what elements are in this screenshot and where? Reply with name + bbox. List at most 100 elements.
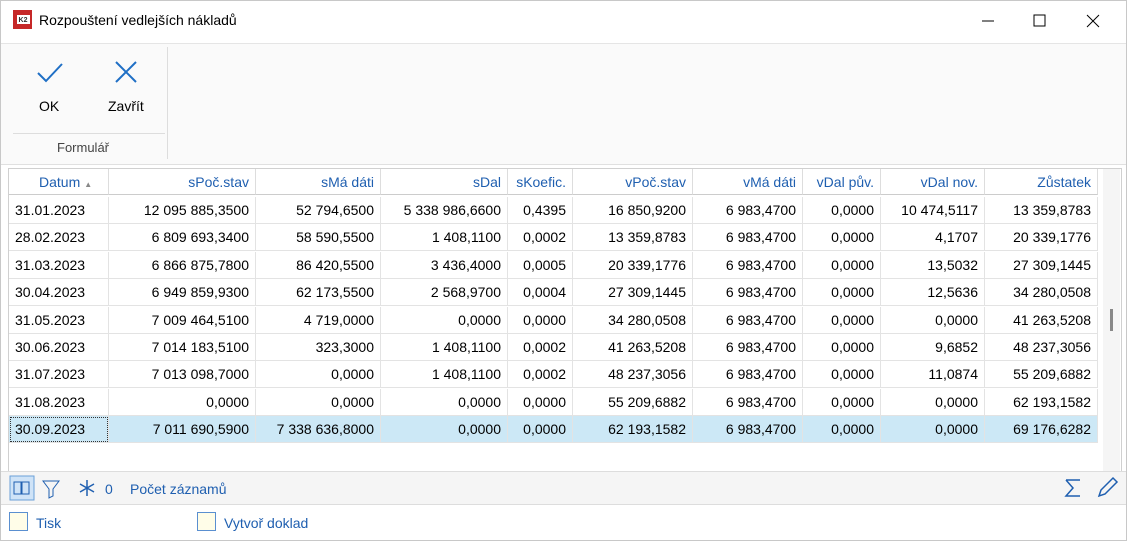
grid-cell[interactable]: 62 193,1582	[573, 416, 693, 444]
grid-cell[interactable]: 41 263,5208	[985, 306, 1098, 334]
grid-cell[interactable]: 0,0002	[508, 334, 573, 361]
column-header[interactable]: Zůstatek	[985, 169, 1098, 195]
grid-cell[interactable]: 69 176,6282	[985, 416, 1098, 444]
grid-cell[interactable]: 0,4395	[508, 197, 573, 224]
grid-cell[interactable]: 7 338 636,8000	[256, 416, 381, 444]
grid-cell[interactable]: 0,0000	[803, 306, 881, 334]
grid-cell[interactable]: 41 263,5208	[573, 334, 693, 361]
grid-cell[interactable]: 6 983,4700	[693, 279, 803, 307]
checkbox-label[interactable]: Tisk	[36, 515, 62, 531]
grid-cell[interactable]: 7 011 690,5900	[109, 416, 256, 444]
grid-cell[interactable]: 12 095 885,3500	[109, 197, 256, 224]
column-header[interactable]: Datum ▲	[9, 169, 109, 195]
scrollbar[interactable]	[1103, 169, 1120, 471]
column-header[interactable]: sKoefic.	[508, 169, 573, 195]
column-header[interactable]: sDal	[381, 169, 508, 195]
grid-cell[interactable]: 6 983,4700	[693, 224, 803, 252]
grid-cell[interactable]: 0,0000	[109, 388, 256, 416]
grid-cell[interactable]: 0,0002	[508, 224, 573, 252]
grid-cell[interactable]: 0,0000	[381, 416, 508, 444]
grid-cell[interactable]: 0,0005	[508, 251, 573, 279]
grid-cell[interactable]: 0,0000	[256, 388, 381, 416]
grid-cell[interactable]: 62 193,1582	[985, 388, 1098, 416]
grid-cell[interactable]: 55 209,6882	[985, 361, 1098, 389]
grid-cell[interactable]: 0,0000	[803, 334, 881, 361]
grid-cell[interactable]: 7 014 183,5100	[109, 334, 256, 361]
close-button[interactable]: Zavřít	[108, 98, 144, 114]
grid-cell[interactable]: 0,0000	[803, 416, 881, 444]
grid-cell[interactable]: 6 983,4700	[693, 197, 803, 224]
column-header[interactable]: sPoč.stav	[109, 169, 256, 195]
grid-cell[interactable]: 0,0000	[381, 388, 508, 416]
grid-cell[interactable]: 6 949 859,9300	[109, 279, 256, 307]
grid-cell[interactable]: 30.09.2023	[9, 416, 109, 444]
grid-cell[interactable]: 0,0000	[256, 361, 381, 389]
grid-cell[interactable]: 31.08.2023	[9, 388, 109, 416]
grid-cell[interactable]: 30.06.2023	[9, 334, 109, 361]
grid-cell[interactable]: 0,0000	[803, 279, 881, 307]
grid-cell[interactable]: 0,0000	[508, 416, 573, 444]
grid-cell[interactable]: 0,0000	[881, 388, 985, 416]
checkbox[interactable]	[9, 512, 28, 531]
grid-cell[interactable]: 20 339,1776	[573, 251, 693, 279]
grid-cell[interactable]: 4,1707	[881, 224, 985, 252]
grid-cell[interactable]: 27 309,1445	[985, 251, 1098, 279]
grid-cell[interactable]: 9,6852	[881, 334, 985, 361]
grid-cell[interactable]: 48 237,3056	[985, 334, 1098, 361]
grid-cell[interactable]: 31.01.2023	[9, 197, 109, 224]
grid-cell[interactable]: 7 013 098,7000	[109, 361, 256, 389]
grid-cell[interactable]: 0,0000	[508, 388, 573, 416]
column-header[interactable]: vDal nov.	[881, 169, 985, 195]
column-header[interactable]: sMá dáti	[256, 169, 381, 195]
grid-cell[interactable]: 12,5636	[881, 279, 985, 307]
grid-cell[interactable]: 0,0000	[381, 306, 508, 334]
grid-cell[interactable]: 28.02.2023	[9, 224, 109, 252]
grid-cell[interactable]: 13 359,8783	[985, 197, 1098, 224]
grid-cell[interactable]: 6 983,4700	[693, 334, 803, 361]
grid-cell[interactable]: 13,5032	[881, 251, 985, 279]
grid-cell[interactable]: 0,0002	[508, 361, 573, 389]
checkbox-label[interactable]: Vytvoř doklad	[224, 515, 309, 531]
grid-cell[interactable]: 30.04.2023	[9, 279, 109, 307]
grid-cell[interactable]: 20 339,1776	[985, 224, 1098, 252]
grid-cell[interactable]: 34 280,0508	[573, 306, 693, 334]
grid-cell[interactable]: 0,0000	[803, 224, 881, 252]
grid-cell[interactable]: 7 009 464,5100	[109, 306, 256, 334]
grid-cell[interactable]: 1 408,1100	[381, 361, 508, 389]
grid-cell[interactable]: 0,0000	[508, 306, 573, 334]
grid-cell[interactable]: 0,0000	[803, 361, 881, 389]
grid-cell[interactable]: 6 983,4700	[693, 416, 803, 444]
grid-cell[interactable]: 27 309,1445	[573, 279, 693, 307]
grid-cell[interactable]: 6 983,4700	[693, 306, 803, 334]
grid-cell[interactable]: 0,0000	[881, 416, 985, 444]
status-right-icons[interactable]	[1061, 476, 1121, 500]
grid-cell[interactable]: 6 983,4700	[693, 361, 803, 389]
grid-cell[interactable]: 48 237,3056	[573, 361, 693, 389]
grid-cell[interactable]: 31.03.2023	[9, 251, 109, 279]
grid-cell[interactable]: 58 590,5500	[256, 224, 381, 252]
grid-cell[interactable]: 52 794,6500	[256, 197, 381, 224]
grid-cell[interactable]: 62 173,5500	[256, 279, 381, 307]
grid-cell[interactable]: 5 338 986,6600	[381, 197, 508, 224]
grid-cell[interactable]: 6 983,4700	[693, 388, 803, 416]
grid-cell[interactable]: 0,0000	[803, 197, 881, 224]
status-icons[interactable]	[9, 475, 124, 501]
grid-cell[interactable]: 11,0874	[881, 361, 985, 389]
grid-cell[interactable]: 13 359,8783	[573, 224, 693, 252]
grid-cell[interactable]: 34 280,0508	[985, 279, 1098, 307]
column-header[interactable]: vMá dáti	[693, 169, 803, 195]
grid-cell[interactable]: 0,0000	[881, 306, 985, 334]
grid-cell[interactable]: 0,0000	[803, 251, 881, 279]
checkbox[interactable]	[197, 512, 216, 531]
ok-button[interactable]: OK	[39, 98, 60, 114]
grid-cell[interactable]: 3 436,4000	[381, 251, 508, 279]
grid-cell[interactable]: 323,3000	[256, 334, 381, 361]
grid-cell[interactable]: 6 866 875,7800	[109, 251, 256, 279]
grid-cell[interactable]: 10 474,5117	[881, 197, 985, 224]
column-header[interactable]: vPoč.stav	[573, 169, 693, 195]
grid-cell[interactable]: 2 568,9700	[381, 279, 508, 307]
column-header[interactable]: vDal pův.	[803, 169, 881, 195]
grid-cell[interactable]: 6 983,4700	[693, 251, 803, 279]
grid-cell[interactable]: 31.07.2023	[9, 361, 109, 389]
grid-cell[interactable]: 0,0004	[508, 279, 573, 307]
